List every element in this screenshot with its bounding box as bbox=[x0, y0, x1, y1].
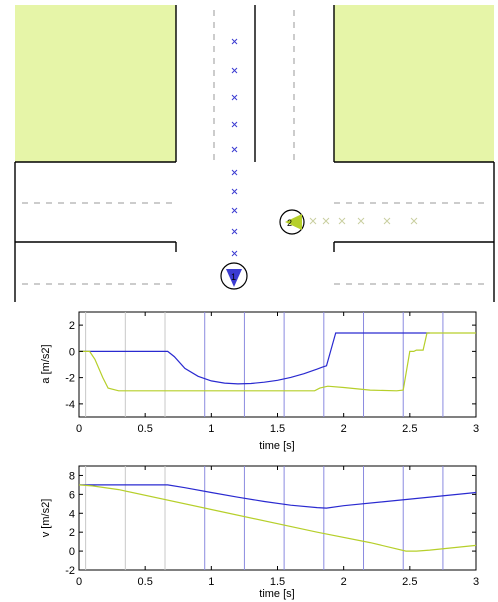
y-tick-label: 4 bbox=[69, 508, 75, 520]
x-tick-label: 2.5 bbox=[402, 423, 417, 435]
plot-frame bbox=[78, 311, 477, 418]
time-markers bbox=[85, 466, 444, 570]
vehicle-2-label: 2 bbox=[287, 218, 292, 228]
x-tick-label: 1 bbox=[208, 423, 214, 435]
path-marker bbox=[231, 250, 238, 257]
x-tick-label: 1.5 bbox=[270, 576, 285, 588]
vehicle1-path bbox=[231, 38, 238, 257]
y-tick-label: 2 bbox=[69, 320, 75, 332]
path-marker bbox=[231, 228, 238, 235]
x-axis-label: time [s] bbox=[259, 440, 294, 452]
vehicle-2: 2 bbox=[279, 209, 305, 235]
y-tick-label: 0 bbox=[69, 546, 75, 558]
x-tick-label: 1.5 bbox=[270, 423, 285, 435]
y-axis-label: v [m/s2] bbox=[40, 499, 52, 538]
x-tick-label: 2 bbox=[341, 423, 347, 435]
time-markers bbox=[85, 312, 444, 417]
path-marker bbox=[338, 217, 346, 225]
vehicle-2-triangle bbox=[285, 214, 302, 230]
series-lines bbox=[79, 332, 476, 392]
x-tick-label: 0.5 bbox=[138, 576, 153, 588]
vehicle-2-circle bbox=[279, 209, 305, 235]
x-tick-label: 0 bbox=[76, 576, 82, 588]
x-tick-label: 3 bbox=[473, 423, 479, 435]
path-marker bbox=[322, 217, 330, 225]
path-marker bbox=[357, 217, 365, 225]
road-edges bbox=[14, 5, 495, 302]
y-tick-label: 0 bbox=[69, 346, 75, 358]
series-line-vehicle2 bbox=[79, 332, 476, 392]
y-tick-label: 8 bbox=[69, 470, 75, 482]
y-tick-label: -4 bbox=[65, 399, 75, 411]
series-line-vehicle1 bbox=[79, 484, 477, 509]
path-marker bbox=[231, 94, 238, 101]
vehicle-1-circle bbox=[220, 262, 248, 290]
vehicle-1-label: 1 bbox=[231, 272, 236, 282]
lawn-top-left bbox=[15, 5, 176, 162]
ticks: 0 0.5 1 1.5 2 2.5 3 -4 -2 0 2 bbox=[65, 312, 479, 435]
path-marker bbox=[231, 38, 238, 45]
path-marker bbox=[231, 188, 238, 195]
path-marker bbox=[231, 67, 238, 74]
lawn-top-right bbox=[334, 5, 494, 162]
x-tick-label: 0.5 bbox=[138, 423, 153, 435]
x-axis-label: time [s] bbox=[259, 588, 294, 600]
path-marker bbox=[231, 146, 238, 153]
series-lines bbox=[78, 484, 477, 552]
y-tick-label: -2 bbox=[65, 565, 75, 577]
vehicle2-path bbox=[309, 217, 418, 225]
acceleration-chart: 0 0.5 1 1.5 2 2.5 3 -4 -2 0 2 time [s] a [m/s2] bbox=[40, 311, 479, 452]
intersection-scene: 1 2 bbox=[14, 5, 495, 302]
y-tick-label: 6 bbox=[69, 489, 75, 501]
y-axis-label: a [m/s2] bbox=[40, 344, 52, 383]
path-marker bbox=[410, 217, 418, 225]
path-marker bbox=[309, 217, 317, 225]
series-line-vehicle2 bbox=[78, 484, 477, 552]
series-line-vehicle1 bbox=[79, 332, 430, 385]
x-tick-label: 2.5 bbox=[402, 576, 417, 588]
path-marker bbox=[231, 169, 238, 176]
path-marker bbox=[383, 217, 391, 225]
x-tick-label: 2 bbox=[341, 576, 347, 588]
lane-dashes bbox=[22, 10, 490, 285]
vehicle-1: 1 bbox=[220, 262, 248, 290]
plot-frame bbox=[78, 465, 477, 571]
x-tick-label: 3 bbox=[473, 576, 479, 588]
path-marker bbox=[231, 121, 238, 128]
vehicle-1-triangle bbox=[226, 269, 242, 287]
y-tick-label: -2 bbox=[65, 373, 75, 385]
x-tick-label: 1 bbox=[208, 576, 214, 588]
x-tick-label: 0 bbox=[76, 423, 82, 435]
y-tick-label: 2 bbox=[69, 527, 75, 539]
path-marker bbox=[231, 207, 238, 214]
